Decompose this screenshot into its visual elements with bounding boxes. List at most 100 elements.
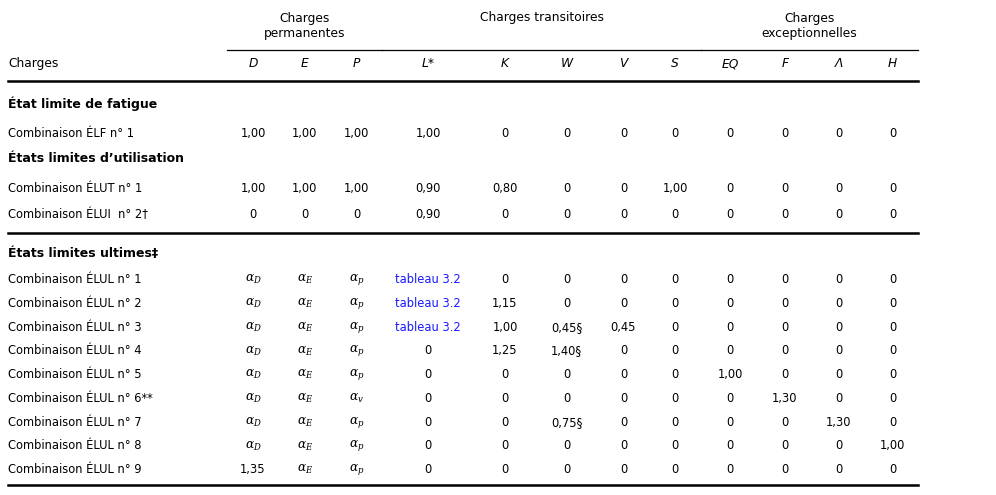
Text: 0: 0: [620, 368, 627, 381]
Text: $\alpha_{E}$: $\alpha_{E}$: [297, 321, 313, 334]
Text: 0: 0: [835, 273, 843, 286]
Text: 0: 0: [671, 297, 679, 310]
Text: 0: 0: [353, 208, 361, 221]
Text: 0: 0: [835, 440, 843, 452]
Text: $\alpha_{D}$: $\alpha_{D}$: [245, 345, 261, 357]
Text: 0: 0: [424, 463, 432, 476]
Text: 0: 0: [424, 368, 432, 381]
Text: 0: 0: [501, 392, 509, 405]
Text: 0: 0: [726, 297, 734, 310]
Text: 0: 0: [835, 182, 843, 195]
Text: 0: 0: [563, 463, 571, 476]
Text: $\alpha_{E}$: $\alpha_{E}$: [297, 463, 313, 476]
Text: 0: 0: [726, 392, 734, 405]
Text: 0: 0: [888, 463, 896, 476]
Text: L*: L*: [421, 57, 435, 70]
Text: 1,35: 1,35: [240, 463, 266, 476]
Text: $\alpha_{D}$: $\alpha_{D}$: [245, 368, 261, 381]
Text: 0: 0: [501, 440, 509, 452]
Text: 0: 0: [781, 345, 789, 357]
Text: V: V: [620, 57, 627, 70]
Text: États limites d’utilisation: États limites d’utilisation: [8, 152, 184, 165]
Text: 1,00: 1,00: [292, 127, 318, 140]
Text: État limite de fatigue: État limite de fatigue: [8, 96, 157, 111]
Text: Combinaison ÉLUL n° 1: Combinaison ÉLUL n° 1: [8, 273, 141, 286]
Text: 0: 0: [835, 392, 843, 405]
Text: Combinaison ÉLF n° 1: Combinaison ÉLF n° 1: [8, 127, 134, 140]
Text: $\alpha_{E}$: $\alpha_{E}$: [297, 297, 313, 310]
Text: 0: 0: [671, 127, 679, 140]
Text: 0: 0: [726, 416, 734, 429]
Text: S: S: [671, 57, 679, 70]
Text: 0: 0: [671, 368, 679, 381]
Text: $\alpha_{D}$: $\alpha_{D}$: [245, 321, 261, 334]
Text: 0: 0: [424, 392, 432, 405]
Text: 0: 0: [781, 368, 789, 381]
Text: K: K: [501, 57, 509, 70]
Text: Combinaison ÉLUL n° 9: Combinaison ÉLUL n° 9: [8, 463, 141, 476]
Text: 0: 0: [888, 368, 896, 381]
Text: Combinaison ÉLUI  n° 2†: Combinaison ÉLUI n° 2†: [8, 208, 148, 221]
Text: 1,25: 1,25: [492, 345, 518, 357]
Text: 0: 0: [888, 297, 896, 310]
Text: 0: 0: [835, 345, 843, 357]
Text: 0: 0: [781, 416, 789, 429]
Text: 0: 0: [620, 463, 627, 476]
Text: 0: 0: [501, 463, 509, 476]
Text: 1,40§: 1,40§: [551, 345, 583, 357]
Text: Charges
permanentes: Charges permanentes: [264, 12, 346, 40]
Text: 0: 0: [726, 463, 734, 476]
Text: $\alpha_{v}$: $\alpha_{v}$: [349, 392, 365, 405]
Text: 1,00: 1,00: [879, 440, 905, 452]
Text: $\alpha_{E}$: $\alpha_{E}$: [297, 440, 313, 452]
Text: 0: 0: [620, 208, 627, 221]
Text: $\alpha_{D}$: $\alpha_{D}$: [245, 416, 261, 429]
Text: 0: 0: [671, 345, 679, 357]
Text: 0: 0: [671, 273, 679, 286]
Text: $\alpha_{p}$: $\alpha_{p}$: [349, 272, 365, 287]
Text: 1,00: 1,00: [492, 321, 518, 334]
Text: 0: 0: [424, 345, 432, 357]
Text: 0,90: 0,90: [415, 208, 441, 221]
Text: $\alpha_{p}$: $\alpha_{p}$: [349, 439, 365, 453]
Text: 1,30: 1,30: [826, 416, 852, 429]
Text: 0: 0: [671, 440, 679, 452]
Text: P: P: [353, 57, 361, 70]
Text: 0: 0: [781, 127, 789, 140]
Text: 1,30: 1,30: [772, 392, 798, 405]
Text: H: H: [887, 57, 897, 70]
Text: 0: 0: [888, 321, 896, 334]
Text: D: D: [248, 57, 258, 70]
Text: 0: 0: [835, 368, 843, 381]
Text: 0: 0: [563, 392, 571, 405]
Text: 1,00: 1,00: [717, 368, 743, 381]
Text: E: E: [301, 57, 309, 70]
Text: Combinaison ÉLUL n° 4: Combinaison ÉLUL n° 4: [8, 345, 141, 357]
Text: Combinaison ÉLUL n° 6**: Combinaison ÉLUL n° 6**: [8, 392, 152, 405]
Text: Combinaison ÉLUT n° 1: Combinaison ÉLUT n° 1: [8, 182, 142, 195]
Text: 1,00: 1,00: [292, 182, 318, 195]
Text: EQ: EQ: [721, 57, 739, 70]
Text: 0,75§: 0,75§: [551, 416, 583, 429]
Text: Combinaison ÉLUL n° 5: Combinaison ÉLUL n° 5: [8, 368, 141, 381]
Text: 0: 0: [620, 297, 627, 310]
Text: 0: 0: [835, 321, 843, 334]
Text: 0,90: 0,90: [415, 182, 441, 195]
Text: 0: 0: [620, 416, 627, 429]
Text: 0,45§: 0,45§: [551, 321, 583, 334]
Text: 1,00: 1,00: [240, 182, 266, 195]
Text: 0: 0: [888, 273, 896, 286]
Text: $\alpha_{E}$: $\alpha_{E}$: [297, 416, 313, 429]
Text: Λ: Λ: [835, 57, 843, 70]
Text: 0: 0: [726, 440, 734, 452]
Text: 0: 0: [424, 416, 432, 429]
Text: 0: 0: [726, 208, 734, 221]
Text: 1,00: 1,00: [662, 182, 688, 195]
Text: 0: 0: [501, 208, 509, 221]
Text: F: F: [781, 57, 789, 70]
Text: 0: 0: [301, 208, 309, 221]
Text: 0: 0: [835, 297, 843, 310]
Text: 1,00: 1,00: [344, 127, 370, 140]
Text: 0: 0: [888, 182, 896, 195]
Text: 0: 0: [835, 127, 843, 140]
